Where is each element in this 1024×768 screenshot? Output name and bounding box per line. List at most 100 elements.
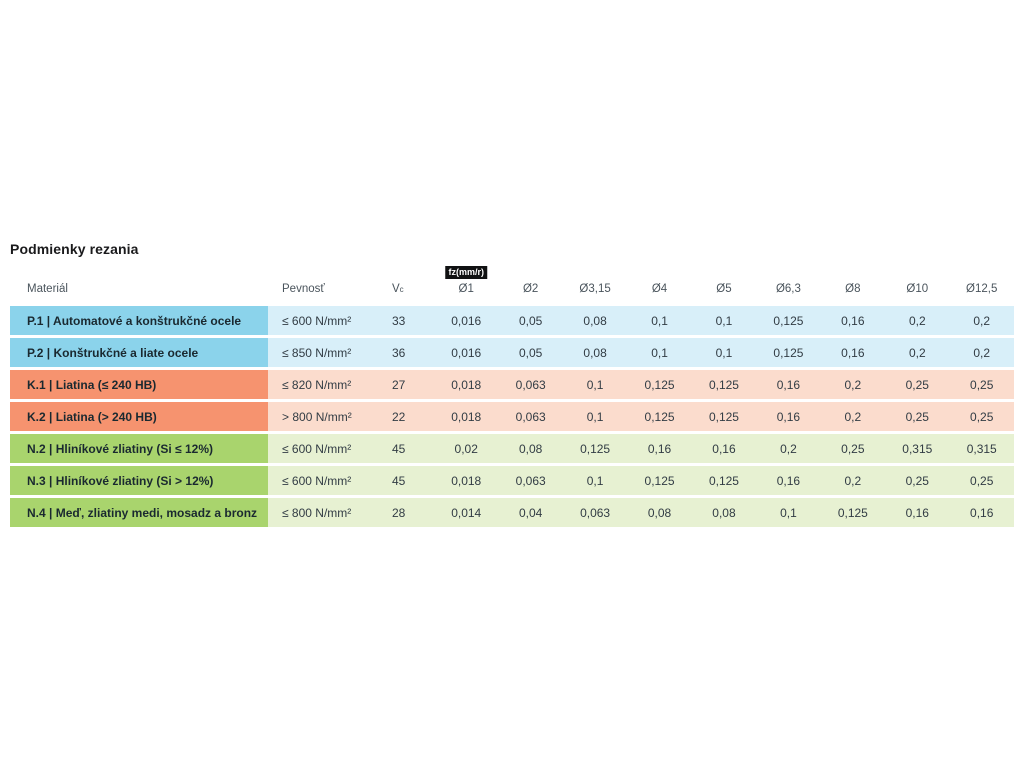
fz-cell: 0,1 [627, 306, 692, 335]
vc-cell: 45 [380, 466, 434, 495]
material-cell: N.4 | Meď, zliatiny medi, mosadz a bronz [10, 498, 268, 527]
fz-cell: 0,063 [562, 498, 628, 527]
column-header-d3: Ø3,15 [563, 283, 627, 296]
column-header-d5: Ø5 [692, 283, 756, 296]
table-row-p2: P.2 | Konštrukčné a liate ocele ≤ 850 N/… [10, 338, 1014, 367]
fz-cell: 0,1 [562, 402, 628, 431]
pevnost-cell: ≤ 820 N/mm² [268, 370, 380, 399]
fz-cell: 0,16 [949, 498, 1014, 527]
pevnost-cell: ≤ 850 N/mm² [268, 338, 380, 367]
material-cell: K.1 | Liatina (≤ 240 HB) [10, 370, 268, 399]
fz-cell: 0,25 [885, 466, 950, 495]
fz-cell: 0,2 [885, 338, 950, 367]
table-row-k2: K.2 | Liatina (> 240 HB) > 800 N/mm² 22 … [10, 402, 1014, 431]
fz-cell: 0,16 [820, 306, 886, 335]
fz-cell: 0,016 [434, 306, 499, 335]
fz-cell: 0,02 [434, 434, 499, 463]
fz-cell: 0,063 [498, 466, 563, 495]
fz-cell: 0,125 [756, 338, 821, 367]
table-row-n4: N.4 | Meď, zliatiny medi, mosadz a bronz… [10, 498, 1014, 527]
material-cell: P.2 | Konštrukčné a liate ocele [10, 338, 268, 367]
fz-cell: 0,125 [627, 402, 692, 431]
fz-cell: 0,05 [498, 306, 563, 335]
diameter-label: Ø5 [716, 283, 732, 295]
diameter-label: Ø4 [651, 283, 668, 295]
material-cell: P.1 | Automatové a konštrukčné ocele [10, 306, 268, 335]
fz-cell: 0,1 [562, 370, 628, 399]
fz-cell: 0,2 [756, 434, 821, 463]
fz-cell: 0,125 [562, 434, 628, 463]
fz-cell: 0,1 [627, 338, 692, 367]
diameter-label: Ø1 [458, 283, 474, 295]
fz-cell: 0,125 [691, 370, 757, 399]
diameter-label: Ø2 [522, 283, 539, 295]
fz-cell: 0,16 [627, 434, 692, 463]
fz-cell: 0,315 [949, 434, 1014, 463]
fz-cell: 0,1 [756, 498, 821, 527]
fz-cell: 0,25 [820, 434, 886, 463]
column-header-d8: Ø10 [885, 283, 949, 296]
column-header-material: Materiál [27, 283, 68, 295]
fz-cell: 0,018 [434, 402, 499, 431]
fz-cell: 0,05 [498, 338, 563, 367]
fz-cell: 0,125 [627, 466, 692, 495]
fz-cell: 0,16 [756, 402, 821, 431]
material-cell: K.2 | Liatina (> 240 HB) [10, 402, 268, 431]
fz-cell: 0,063 [498, 370, 563, 399]
table-row-n3: N.3 | Hliníkové zliatiny (Si > 12%) ≤ 60… [10, 466, 1014, 495]
fz-cell: 0,016 [434, 338, 499, 367]
diameter-label: Ø8 [845, 283, 861, 295]
fz-cell: 0,063 [498, 402, 563, 431]
fz-cell: 0,25 [885, 370, 950, 399]
fz-cell: 0,25 [949, 466, 1014, 495]
column-header-d4: Ø4 [627, 283, 691, 296]
table-row-p1: P.1 | Automatové a konštrukčné ocele ≤ 6… [10, 306, 1014, 335]
fz-cell: 0,014 [434, 498, 499, 527]
fz-cell: 0,1 [691, 306, 757, 335]
fz-cell: 0,16 [885, 498, 950, 527]
column-header-d6: Ø6,3 [756, 283, 820, 296]
pevnost-cell: ≤ 600 N/mm² [268, 434, 380, 463]
table-row-k1: K.1 | Liatina (≤ 240 HB) ≤ 820 N/mm² 27 … [10, 370, 1014, 399]
fz-cell: 0,1 [691, 338, 757, 367]
fz-cell: 0,315 [885, 434, 950, 463]
fz-cell: 0,08 [562, 306, 628, 335]
fz-cell: 0,08 [627, 498, 692, 527]
fz-cell: 0,125 [627, 370, 692, 399]
fz-cell: 0,16 [820, 338, 886, 367]
vc-cell: 33 [380, 306, 434, 335]
fz-cell: 0,125 [691, 402, 757, 431]
fz-cell: 0,018 [434, 370, 499, 399]
fz-cell: 0,125 [756, 306, 821, 335]
fz-cell: 0,25 [949, 370, 1014, 399]
fz-cell: 0,2 [949, 306, 1014, 335]
pevnost-cell: ≤ 600 N/mm² [268, 306, 380, 335]
page-title: Podmienky rezania [10, 241, 139, 257]
diameter-label: Ø6,3 [775, 283, 801, 295]
fz-cell: 0,2 [820, 402, 886, 431]
fz-cell: 0,125 [691, 466, 757, 495]
fz-unit-badge: fz(mm/r) [445, 266, 487, 279]
vc-cell: 28 [380, 498, 434, 527]
fz-cell: 0,08 [562, 338, 628, 367]
pevnost-cell: ≤ 600 N/mm² [268, 466, 380, 495]
fz-cell: 0,2 [949, 338, 1014, 367]
vc-cell: 45 [380, 434, 434, 463]
fz-cell: 0,08 [691, 498, 757, 527]
fz-cell: 0,2 [885, 306, 950, 335]
pevnost-cell: > 800 N/mm² [268, 402, 380, 431]
fz-cell: 0,2 [820, 370, 886, 399]
fz-cell: 0,08 [498, 434, 563, 463]
diameter-label: Ø10 [906, 283, 929, 295]
fz-cell: 0,25 [949, 402, 1014, 431]
fz-cell: 0,16 [756, 466, 821, 495]
vc-symbol: V [392, 283, 400, 295]
vc-cell: 22 [380, 402, 434, 431]
fz-cell: 0,04 [498, 498, 563, 527]
vc-cell: 27 [380, 370, 434, 399]
fz-cell: 0,2 [820, 466, 886, 495]
